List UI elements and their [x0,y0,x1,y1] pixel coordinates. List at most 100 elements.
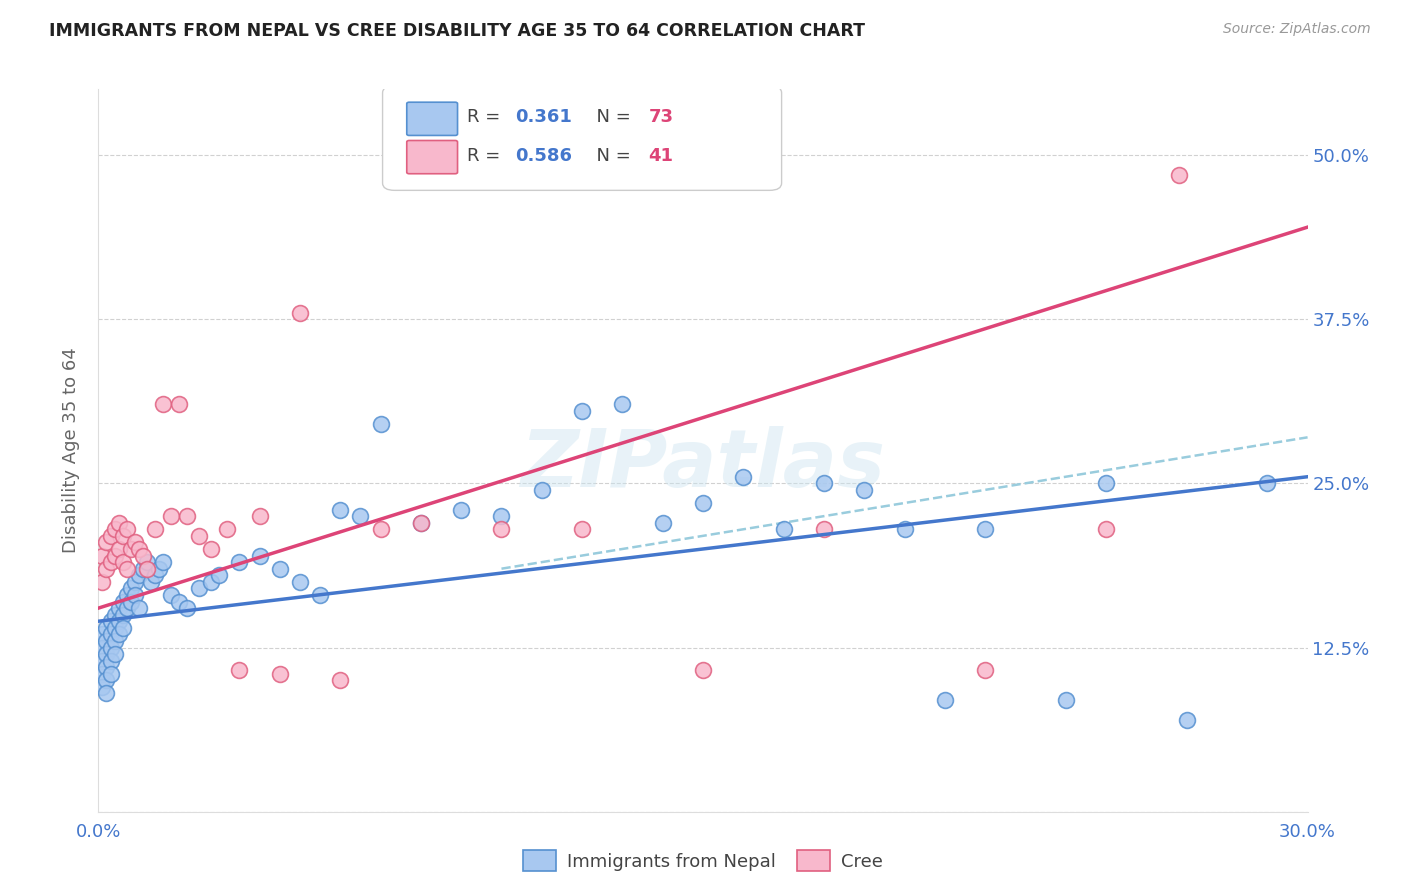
Point [974,663,997,677]
Point [733,469,755,483]
Point [200,574,222,589]
Point [160,509,183,524]
Point [1167,168,1189,182]
Point [103,634,125,648]
Text: R =: R = [467,108,506,126]
Point [100,666,122,681]
Point [217,522,239,536]
Point [208,568,231,582]
Point [103,549,125,563]
Point [91,627,114,641]
Point [111,621,134,635]
Point [96,621,118,635]
Point [269,666,291,681]
Point [288,305,311,319]
Point [409,516,432,530]
Point [813,522,835,536]
Point [893,522,915,536]
Point [409,516,432,530]
Point [651,516,673,530]
Point [135,555,157,569]
Point [188,582,211,596]
Text: 0.361: 0.361 [516,108,572,126]
Point [974,522,997,536]
Point [143,522,166,536]
Point [571,404,593,418]
Point [1175,713,1198,727]
Point [91,574,114,589]
Point [91,680,114,694]
Point [91,654,114,668]
Point [100,640,122,655]
Point [450,502,472,516]
Point [370,522,392,536]
Point [167,594,190,608]
Point [772,522,794,536]
Point [853,483,876,497]
Text: 41: 41 [648,146,673,165]
FancyBboxPatch shape [382,86,782,190]
FancyBboxPatch shape [406,103,457,136]
Point [107,601,129,615]
Point [111,607,134,622]
Point [128,541,150,556]
Point [530,483,553,497]
Point [1095,476,1118,491]
Point [96,562,118,576]
Point [200,541,222,556]
Point [692,496,714,510]
Point [100,529,122,543]
Point [288,574,311,589]
Point [96,647,118,661]
Point [329,502,352,516]
Text: R =: R = [467,146,506,165]
Text: N =: N = [585,146,636,165]
Point [96,634,118,648]
Point [152,397,174,411]
Point [120,541,142,556]
Text: 73: 73 [648,108,673,126]
Point [120,582,142,596]
Point [167,397,190,411]
Point [115,601,138,615]
Point [813,476,835,491]
Point [176,509,198,524]
Point [249,509,271,524]
Point [115,588,138,602]
Point [612,397,634,411]
Point [91,666,114,681]
Point [188,529,211,543]
Point [96,660,118,674]
Point [329,673,352,688]
Point [152,555,174,569]
Point [107,541,129,556]
Point [309,588,332,602]
Point [100,654,122,668]
Point [692,663,714,677]
Point [934,693,956,707]
Text: N =: N = [585,108,636,126]
Point [96,673,118,688]
Point [107,627,129,641]
Point [160,588,183,602]
Point [100,555,122,569]
Point [128,601,150,615]
Point [370,417,392,432]
Point [124,588,146,602]
Point [148,562,170,576]
Point [124,574,146,589]
Point [143,568,166,582]
Point [115,522,138,536]
Legend: Immigrants from Nepal, Cree: Immigrants from Nepal, Cree [516,843,890,879]
Point [111,555,134,569]
Point [103,647,125,661]
Point [115,562,138,576]
Y-axis label: Disability Age 35 to 64: Disability Age 35 to 64 [62,348,80,553]
Point [120,594,142,608]
Point [139,574,162,589]
Text: IMMIGRANTS FROM NEPAL VS CREE DISABILITY AGE 35 TO 64 CORRELATION CHART: IMMIGRANTS FROM NEPAL VS CREE DISABILITY… [49,22,865,40]
Point [132,549,155,563]
Point [100,627,122,641]
Point [107,516,129,530]
Point [1256,476,1278,491]
